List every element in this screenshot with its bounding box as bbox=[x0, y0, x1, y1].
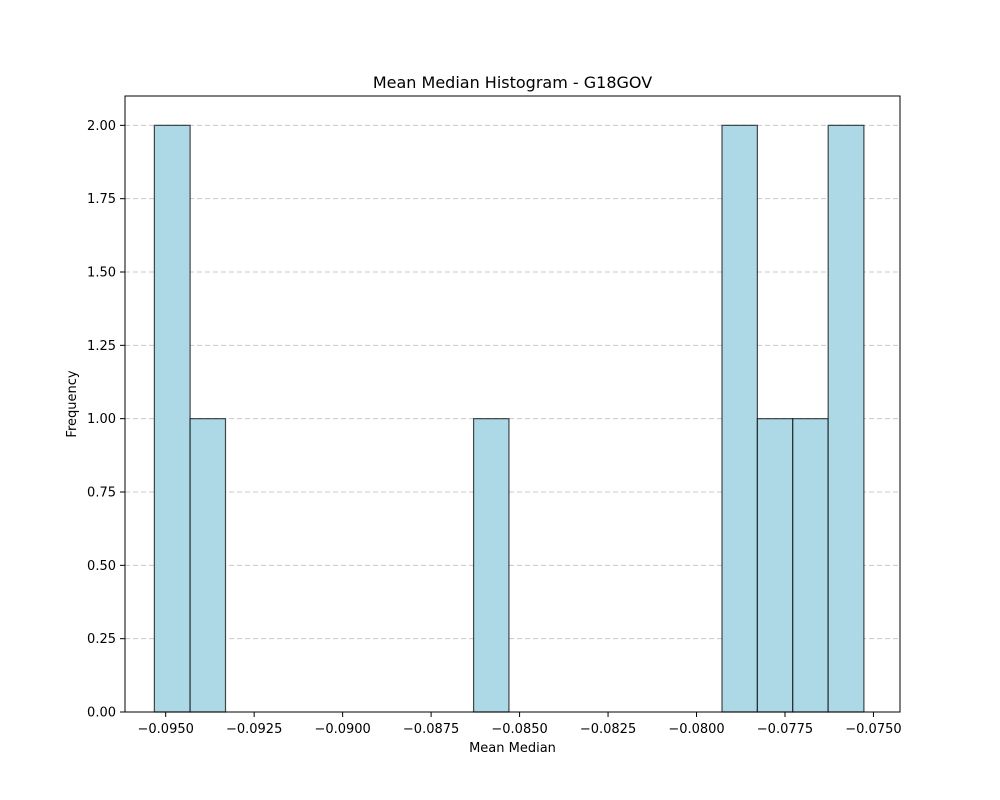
y-tick-label: 1.25 bbox=[87, 339, 116, 354]
histogram-bar bbox=[472, 418, 510, 713]
x-tick-label: −0.0750 bbox=[845, 722, 901, 737]
y-tick-label: 0.00 bbox=[87, 706, 116, 721]
histogram-bar bbox=[792, 418, 829, 713]
x-tick-label: −0.0800 bbox=[668, 722, 724, 737]
x-tick-label: −0.0775 bbox=[757, 722, 813, 737]
x-tick-label: −0.0825 bbox=[580, 722, 636, 737]
x-tick-label: −0.0875 bbox=[403, 722, 459, 737]
y-tick-label: 0.25 bbox=[87, 632, 116, 647]
y-axis-ticks: 0.00 0.25 0.50 0.75 1.00 1.25 1.50 1.75 2.00 bbox=[87, 119, 125, 721]
plot-frame bbox=[124, 95, 901, 713]
histogram-bars bbox=[153, 124, 865, 713]
histogram-bar bbox=[721, 124, 758, 713]
x-tick-label: −0.0925 bbox=[226, 722, 282, 737]
x-tick-label: −0.0900 bbox=[314, 722, 370, 737]
histogram-bar bbox=[189, 418, 227, 713]
y-tick-label: 0.75 bbox=[87, 486, 116, 501]
x-axis-ticks: −0.0950 −0.0925 −0.0900 −0.0875 −0.0850 −0.08… bbox=[138, 712, 902, 737]
y-axis-label: Frequency bbox=[65, 370, 80, 437]
y-tick-label: 1.75 bbox=[87, 192, 116, 207]
chart-title: Mean Median Histogram - G18GOV bbox=[373, 73, 652, 92]
y-tick-label: 0.50 bbox=[87, 559, 116, 574]
y-tick-label: 2.00 bbox=[87, 119, 116, 134]
y-tick-label: 1.50 bbox=[87, 266, 116, 281]
x-axis-label: Mean Median bbox=[469, 741, 556, 756]
y-tick-label: 1.00 bbox=[87, 412, 116, 427]
x-tick-label: −0.0850 bbox=[491, 722, 547, 737]
x-tick-label: −0.0950 bbox=[138, 722, 194, 737]
histogram-bar bbox=[153, 124, 191, 713]
histogram-bar bbox=[827, 124, 865, 713]
histogram-bar bbox=[756, 418, 794, 713]
